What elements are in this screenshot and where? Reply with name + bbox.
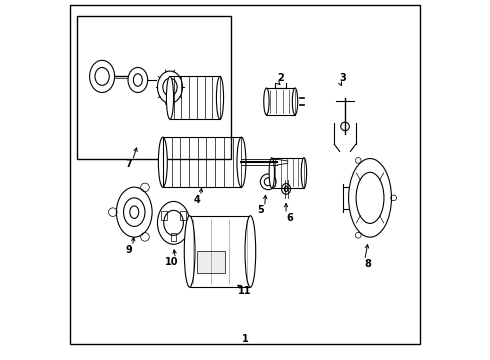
Text: 5: 5 bbox=[258, 205, 265, 215]
Ellipse shape bbox=[167, 76, 173, 119]
Bar bbox=[170, 76, 220, 119]
Text: 4: 4 bbox=[194, 195, 200, 204]
Ellipse shape bbox=[184, 216, 195, 287]
Text: 2: 2 bbox=[277, 73, 284, 83]
Text: 10: 10 bbox=[165, 257, 178, 267]
Ellipse shape bbox=[269, 158, 274, 188]
Text: 3: 3 bbox=[340, 73, 346, 83]
Text: 7: 7 bbox=[125, 159, 132, 169]
Bar bbox=[197, 251, 225, 273]
Bar bbox=[77, 16, 231, 158]
Ellipse shape bbox=[237, 137, 246, 187]
Bar bbox=[171, 233, 176, 242]
Bar bbox=[180, 211, 186, 220]
Text: 11: 11 bbox=[238, 286, 252, 296]
Bar bbox=[267, 88, 295, 115]
Bar bbox=[161, 211, 167, 220]
Ellipse shape bbox=[158, 137, 167, 187]
Ellipse shape bbox=[264, 88, 269, 115]
Text: 9: 9 bbox=[125, 245, 132, 255]
Text: 6: 6 bbox=[286, 212, 293, 222]
Ellipse shape bbox=[301, 158, 307, 188]
Ellipse shape bbox=[293, 88, 298, 115]
Bar bbox=[272, 158, 304, 188]
Ellipse shape bbox=[217, 76, 223, 119]
Ellipse shape bbox=[245, 216, 256, 287]
Text: 1: 1 bbox=[242, 334, 248, 344]
Bar bbox=[163, 137, 242, 187]
Text: 8: 8 bbox=[365, 259, 372, 269]
Bar bbox=[190, 216, 250, 287]
